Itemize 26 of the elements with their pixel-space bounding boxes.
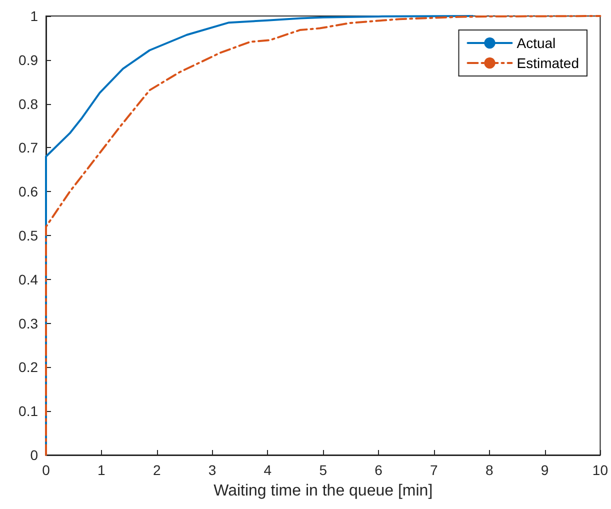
x-tick-label: 6: [374, 462, 383, 478]
x-tick-label: 3: [208, 462, 216, 478]
y-tick-label: 0.9: [18, 52, 38, 68]
legend-label: Estimated: [516, 55, 579, 71]
y-tick-label: 1: [30, 8, 38, 24]
y-tick-label: 0.3: [18, 315, 38, 332]
y-tick-label: 0.1: [18, 403, 38, 420]
y-tick-label: 0.7: [18, 140, 38, 156]
x-tick-label: 0: [42, 462, 50, 478]
x-tick-label: 9: [540, 462, 549, 478]
x-tick-label: 7: [430, 462, 438, 478]
legend-label: Actual: [516, 35, 556, 51]
x-tick-label: 5: [319, 462, 328, 478]
y-tick-label: 0.4: [18, 271, 38, 288]
y-tick-label: 0.5: [18, 228, 38, 244]
x-tick-label: 1: [98, 462, 106, 478]
x-tick-label: 2: [152, 462, 161, 478]
y-tick-label: 0.6: [18, 184, 38, 200]
x-axis-title: Waiting time in the queue [min]: [214, 482, 433, 500]
y-tick-label: 0.8: [18, 96, 38, 112]
line-series: [45, 15, 602, 456]
x-tick-label: 8: [485, 462, 494, 478]
x-tick-label: 10: [592, 462, 608, 478]
y-tick-label: 0: [30, 447, 38, 463]
y-tick-label: 0.2: [18, 359, 38, 376]
x-tick-label: 4: [264, 462, 272, 478]
